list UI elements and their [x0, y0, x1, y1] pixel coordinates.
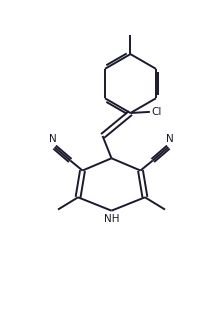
Text: N: N	[49, 134, 57, 144]
Text: NH: NH	[104, 214, 119, 224]
Text: Cl: Cl	[152, 107, 162, 117]
Text: N: N	[166, 134, 174, 144]
